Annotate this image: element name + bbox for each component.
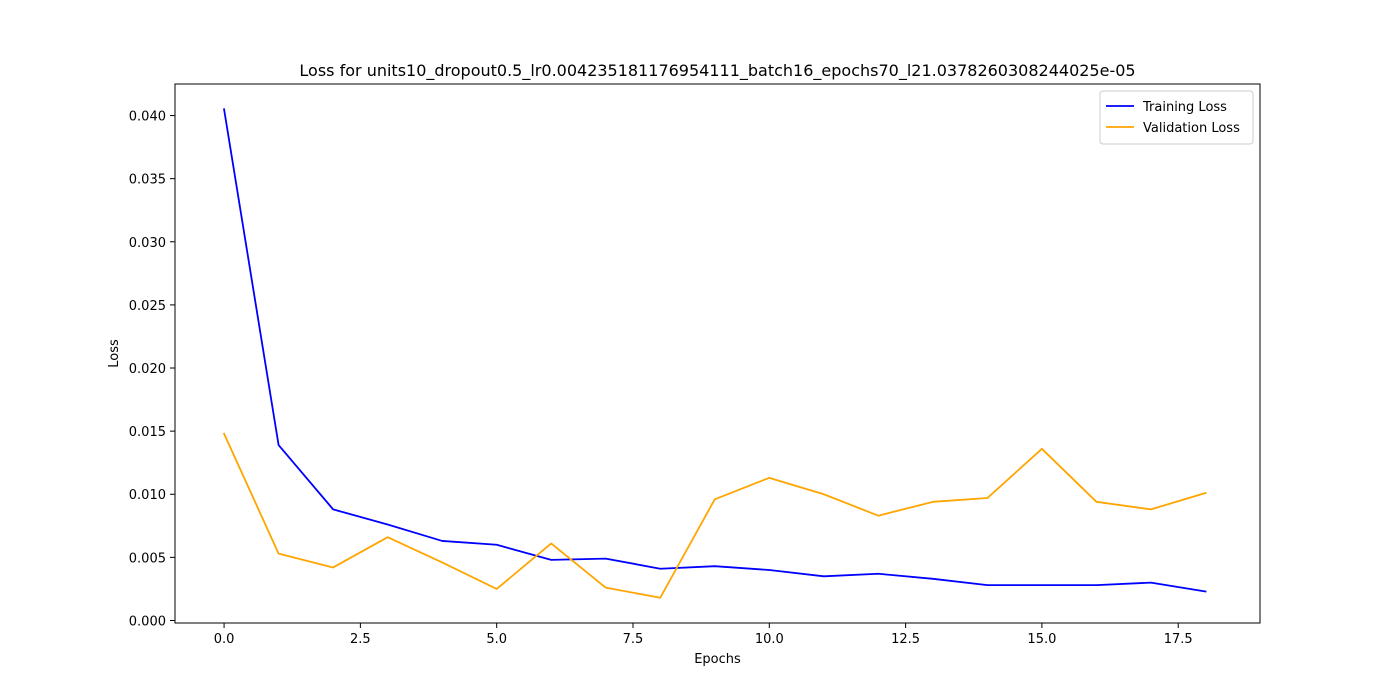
x-tick-label: 10.0 [755,632,784,647]
y-axis-label: Loss [107,339,122,368]
y-tick-label: 0.040 [129,110,166,125]
series-line-training-loss [223,108,1207,593]
y-tick-label: 0.030 [129,236,166,251]
x-tick-label: 17.5 [1164,632,1193,647]
x-tick-label: 2.5 [350,632,371,647]
y-axis-ticks: 0.000 0.005 0.010 0.015 0.020 0.025 0.030 0.035… [129,110,175,629]
chart-title: Loss for units10_dropout0.5_lr0.00423518… [299,61,1135,81]
y-tick-label: 0.015 [129,425,166,440]
legend-box [1099,90,1254,145]
legend-label: Validation Loss [1143,121,1240,136]
x-tick-label: 15.0 [1027,632,1056,647]
y-tick-label: 0.025 [129,299,166,314]
legend: Training Loss Validation Loss [1099,90,1254,145]
axes-frame [174,83,1261,624]
x-axis-ticks: 0.0 2.5 5.0 7.5 10.0 12.5 15.0 17.5 [214,623,1193,647]
y-tick-label: 0.020 [129,362,166,377]
x-tick-label: 0.0 [214,632,235,647]
series-line-validation-loss [222,432,1207,599]
series-layer [222,108,1207,599]
y-tick-label: 0.035 [129,173,166,188]
y-tick-label: 0.010 [129,488,166,503]
y-tick-label: 0.005 [129,551,166,566]
x-tick-label: 7.5 [623,632,644,647]
x-tick-label: 12.5 [891,632,920,647]
x-axis-label: Epochs [694,652,741,667]
legend-label: Training Loss [1142,100,1227,115]
y-tick-label: 0.000 [129,614,166,629]
x-tick-label: 5.0 [486,632,507,647]
